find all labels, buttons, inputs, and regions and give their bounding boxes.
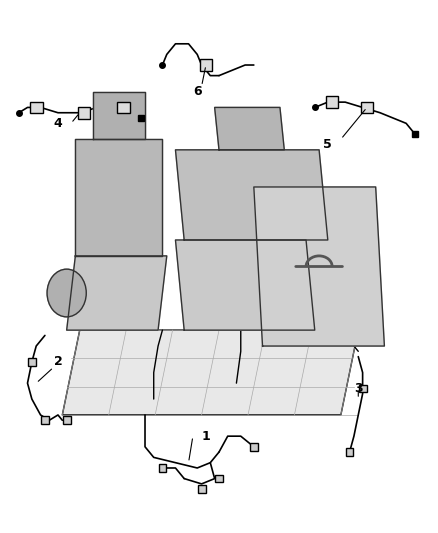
Polygon shape bbox=[176, 240, 315, 330]
Bar bbox=[28, 358, 36, 366]
Bar bbox=[346, 448, 353, 456]
Polygon shape bbox=[75, 139, 162, 256]
Polygon shape bbox=[215, 108, 284, 150]
Polygon shape bbox=[254, 187, 385, 346]
Bar bbox=[41, 416, 49, 424]
Polygon shape bbox=[62, 330, 358, 415]
FancyBboxPatch shape bbox=[360, 102, 373, 114]
Bar bbox=[359, 385, 367, 392]
FancyBboxPatch shape bbox=[117, 102, 130, 114]
Text: 1: 1 bbox=[201, 430, 210, 443]
Bar bbox=[250, 443, 258, 450]
FancyBboxPatch shape bbox=[78, 107, 90, 118]
Bar bbox=[198, 486, 205, 493]
Bar bbox=[159, 464, 166, 472]
Text: 5: 5 bbox=[323, 138, 332, 151]
Bar bbox=[63, 416, 71, 424]
FancyBboxPatch shape bbox=[200, 59, 212, 71]
FancyBboxPatch shape bbox=[326, 96, 339, 108]
FancyBboxPatch shape bbox=[30, 102, 42, 114]
Polygon shape bbox=[176, 150, 328, 240]
Text: 4: 4 bbox=[53, 117, 62, 130]
Polygon shape bbox=[67, 256, 167, 330]
Text: 2: 2 bbox=[53, 356, 62, 368]
Bar bbox=[215, 475, 223, 482]
Polygon shape bbox=[93, 92, 145, 139]
Circle shape bbox=[47, 269, 86, 317]
Text: 6: 6 bbox=[193, 85, 201, 98]
Text: 3: 3 bbox=[354, 382, 363, 395]
